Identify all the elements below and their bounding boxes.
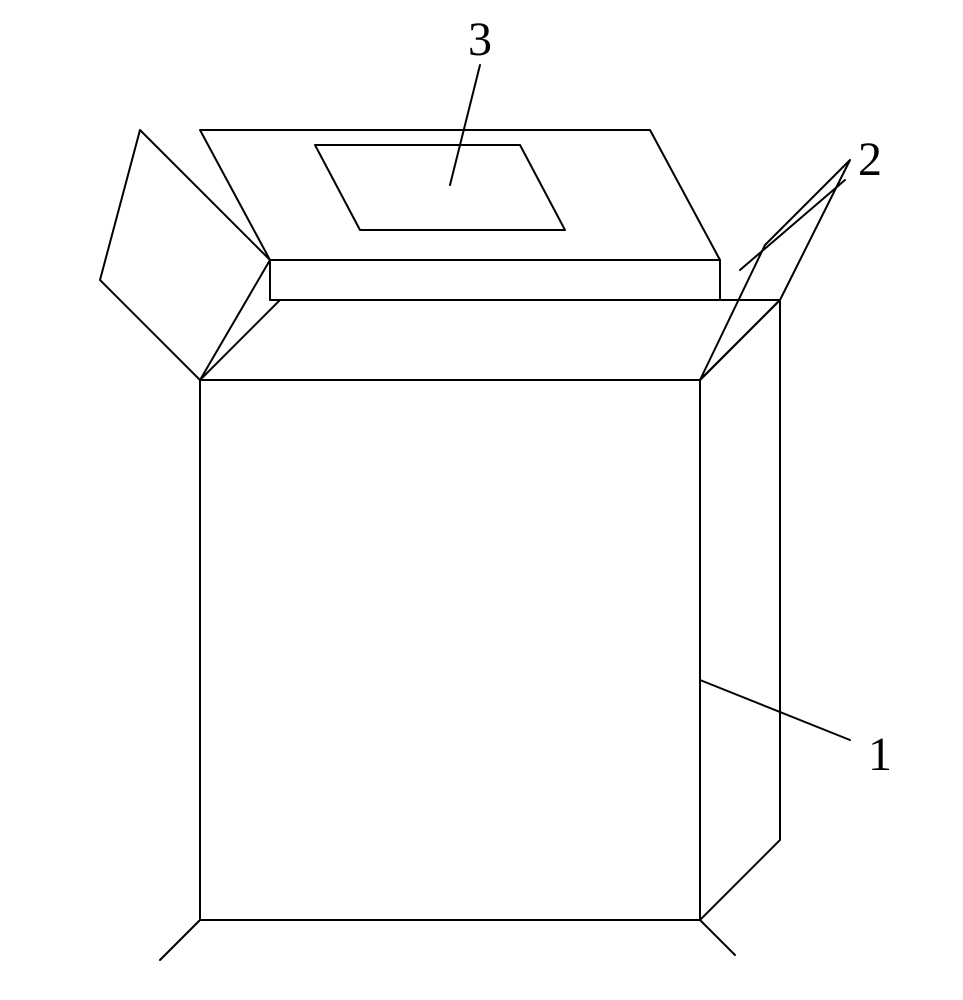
box-diagram: 1 2 3 [0, 0, 963, 1000]
callout-label-1: 1 [868, 728, 892, 781]
callout-label-3: 3 [468, 13, 492, 66]
callout-label-2: 2 [858, 133, 882, 186]
